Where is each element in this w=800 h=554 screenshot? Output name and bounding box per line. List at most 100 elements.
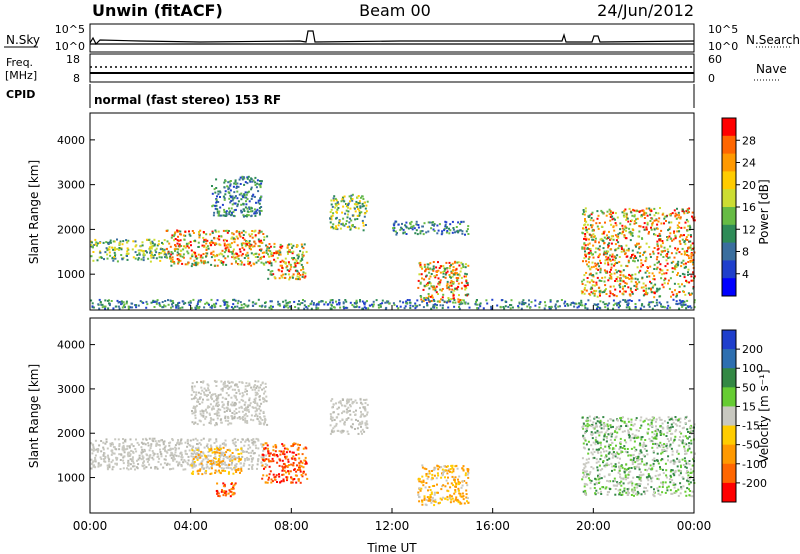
- power-data-point: [228, 250, 231, 253]
- power-data-point: [302, 247, 305, 250]
- power-data-point: [249, 235, 252, 238]
- velocity-data-point: [434, 467, 437, 470]
- velocity-data-point: [598, 448, 601, 451]
- power-data-point: [241, 194, 244, 197]
- power-data-point: [149, 241, 152, 244]
- velocity-data-point: [224, 470, 227, 472]
- velocity-data-point: [364, 414, 367, 417]
- power-data-point: [611, 218, 614, 221]
- velocity-data-point: [105, 438, 108, 441]
- power-data-point: [226, 305, 229, 308]
- power-data-point: [339, 306, 342, 309]
- station-title: Unwin (fitACF): [92, 1, 223, 20]
- power-data-point: [236, 205, 239, 208]
- velocity-data-point: [417, 493, 420, 496]
- power-data-point: [683, 303, 686, 306]
- velocity-data-point: [247, 404, 250, 407]
- power-data-point: [351, 304, 354, 306]
- power-data-point: [176, 239, 179, 242]
- power-data-point: [241, 244, 244, 247]
- power-data-point: [356, 218, 359, 220]
- power-data-point: [609, 259, 612, 262]
- power-data-point: [625, 306, 628, 309]
- power-data-point: [248, 233, 251, 236]
- velocity-data-point: [208, 449, 211, 452]
- velocity-data-point: [329, 432, 332, 435]
- power-data-point: [648, 231, 650, 233]
- power-data-point: [182, 248, 185, 251]
- power-data-point: [212, 204, 215, 207]
- power-data-point: [358, 202, 361, 205]
- power-data-point: [465, 273, 468, 276]
- power-data-point: [365, 210, 368, 213]
- velocity-data-point: [652, 462, 655, 465]
- velocity-data-point: [229, 454, 232, 457]
- power-data-point: [657, 252, 660, 255]
- velocity-data-point: [418, 480, 421, 483]
- power-data-point: [606, 210, 609, 213]
- power-data-point: [343, 195, 346, 198]
- power-data-point: [590, 217, 593, 219]
- velocity-data-point: [209, 420, 212, 423]
- power-data-point: [301, 253, 304, 256]
- power-data-point: [301, 245, 304, 248]
- velocity-data-point: [180, 455, 183, 458]
- velocity-data-point: [94, 460, 97, 463]
- velocity-data-point: [282, 467, 285, 470]
- power-data-point: [594, 303, 597, 306]
- power-data-point: [286, 265, 289, 268]
- power-data-point: [257, 201, 260, 204]
- power-data-point: [162, 306, 165, 309]
- velocity-data-point: [298, 461, 301, 464]
- velocity-data-point: [228, 463, 231, 466]
- velocity-data-point: [339, 430, 342, 433]
- power-data-point: [243, 177, 246, 180]
- velocity-data-point: [237, 448, 240, 451]
- power-data-point: [674, 247, 677, 250]
- power-data-point: [636, 278, 639, 281]
- velocity-data-point: [146, 454, 149, 457]
- power-data-point: [222, 255, 225, 258]
- power-data-point: [169, 255, 172, 258]
- power-data-point: [346, 203, 348, 206]
- velocity-data-point: [461, 467, 464, 470]
- velocity-data-point: [196, 457, 199, 460]
- power-data-point: [161, 241, 163, 244]
- power-data-point: [671, 291, 674, 294]
- velocity-data-point: [172, 467, 175, 470]
- velocity-data-point: [212, 461, 215, 464]
- power-data-point: [227, 248, 230, 251]
- power-data-point: [654, 283, 657, 286]
- power-data-point: [149, 251, 152, 254]
- power-data-point: [351, 198, 354, 200]
- power-data-point: [283, 306, 285, 309]
- velocity-data-point: [450, 495, 453, 498]
- velocity-data-point: [113, 452, 116, 455]
- power-data-point: [643, 305, 646, 308]
- velocity-data-point: [104, 455, 107, 458]
- power-data-point: [581, 246, 584, 249]
- velocity-data-point: [299, 460, 302, 463]
- velocity-data-point: [207, 454, 210, 457]
- power-data-point: [247, 214, 250, 217]
- power-data-point: [365, 204, 368, 207]
- velocity-data-point: [132, 460, 135, 463]
- power-data-point: [348, 221, 351, 224]
- power-data-point: [214, 242, 217, 245]
- power-data-point: [108, 251, 111, 254]
- power-data-point: [680, 253, 683, 256]
- power-data-point: [633, 214, 636, 217]
- power-data-point: [443, 267, 446, 270]
- velocity-data-point: [272, 460, 275, 463]
- power-data-point: [595, 281, 598, 284]
- velocity-data-point: [364, 399, 366, 401]
- power-data-point: [588, 214, 591, 217]
- power-data-point: [452, 301, 455, 304]
- power-data-point: [221, 261, 223, 264]
- velocity-data-point: [208, 421, 211, 424]
- velocity-data-point: [250, 386, 253, 389]
- nave-ytick-top: 60: [708, 53, 722, 66]
- power-data-point: [92, 259, 95, 262]
- beam-title: Beam 00: [359, 1, 431, 20]
- velocity-data-point: [332, 411, 335, 414]
